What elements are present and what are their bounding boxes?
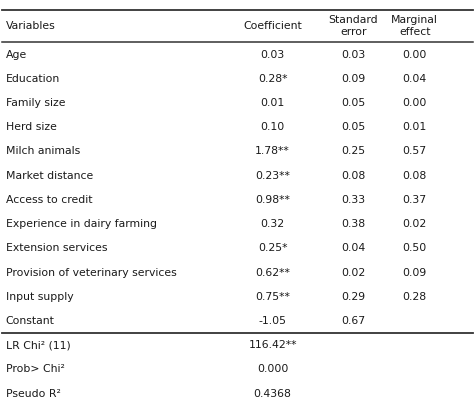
Text: 0.00: 0.00 bbox=[402, 98, 427, 108]
Text: 0.08: 0.08 bbox=[341, 171, 365, 181]
Text: 0.04: 0.04 bbox=[402, 74, 427, 84]
Text: 116.42**: 116.42** bbox=[248, 340, 297, 350]
Text: Extension services: Extension services bbox=[6, 243, 107, 253]
Text: 0.000: 0.000 bbox=[257, 364, 288, 374]
Text: 0.33: 0.33 bbox=[341, 195, 365, 205]
Text: LR Chi² (11): LR Chi² (11) bbox=[6, 340, 71, 350]
Text: 0.09: 0.09 bbox=[341, 74, 365, 84]
Text: Variables: Variables bbox=[6, 21, 55, 31]
Text: 0.25*: 0.25* bbox=[258, 243, 287, 253]
Text: Constant: Constant bbox=[6, 316, 55, 326]
Text: Coefficient: Coefficient bbox=[243, 21, 302, 31]
Text: Age: Age bbox=[6, 50, 27, 60]
Text: 0.04: 0.04 bbox=[341, 243, 365, 253]
Text: 0.23**: 0.23** bbox=[255, 171, 290, 181]
Text: 0.28*: 0.28* bbox=[258, 74, 287, 84]
Text: 0.05: 0.05 bbox=[341, 122, 365, 132]
Text: Market distance: Market distance bbox=[6, 171, 93, 181]
Text: 1.78**: 1.78** bbox=[255, 146, 290, 156]
Text: 0.09: 0.09 bbox=[402, 268, 427, 278]
Text: 0.01: 0.01 bbox=[260, 98, 285, 108]
Text: error: error bbox=[340, 27, 366, 37]
Text: Prob> Chi²: Prob> Chi² bbox=[6, 364, 64, 374]
Text: 0.25: 0.25 bbox=[341, 146, 365, 156]
Text: 0.4368: 0.4368 bbox=[254, 389, 292, 397]
Text: 0.08: 0.08 bbox=[402, 171, 427, 181]
Text: Pseudo R²: Pseudo R² bbox=[6, 389, 61, 397]
Text: 0.57: 0.57 bbox=[403, 146, 427, 156]
Text: 0.28: 0.28 bbox=[403, 292, 427, 302]
Text: Marginal: Marginal bbox=[392, 15, 438, 25]
Text: 0.02: 0.02 bbox=[341, 268, 365, 278]
Text: 0.02: 0.02 bbox=[402, 219, 427, 229]
Text: 0.29: 0.29 bbox=[341, 292, 365, 302]
Text: Experience in dairy farming: Experience in dairy farming bbox=[6, 219, 157, 229]
Text: Herd size: Herd size bbox=[6, 122, 56, 132]
Text: 0.75**: 0.75** bbox=[255, 292, 290, 302]
Text: Education: Education bbox=[6, 74, 60, 84]
Text: 0.38: 0.38 bbox=[341, 219, 365, 229]
Text: 0.03: 0.03 bbox=[341, 50, 365, 60]
Text: 0.98**: 0.98** bbox=[255, 195, 290, 205]
Text: 0.05: 0.05 bbox=[341, 98, 365, 108]
Text: 0.00: 0.00 bbox=[402, 50, 427, 60]
Text: Milch animals: Milch animals bbox=[6, 146, 80, 156]
Text: Provision of veterinary services: Provision of veterinary services bbox=[6, 268, 176, 278]
Text: 0.67: 0.67 bbox=[341, 316, 365, 326]
Text: 0.62**: 0.62** bbox=[255, 268, 290, 278]
Text: Access to credit: Access to credit bbox=[6, 195, 92, 205]
Text: 0.32: 0.32 bbox=[261, 219, 284, 229]
Text: Family size: Family size bbox=[6, 98, 65, 108]
Text: 0.37: 0.37 bbox=[403, 195, 427, 205]
Text: effect: effect bbox=[399, 27, 430, 37]
Text: -1.05: -1.05 bbox=[258, 316, 287, 326]
Text: 0.50: 0.50 bbox=[402, 243, 427, 253]
Text: 0.03: 0.03 bbox=[260, 50, 285, 60]
Text: 0.01: 0.01 bbox=[402, 122, 427, 132]
Text: Standard: Standard bbox=[328, 15, 378, 25]
Text: 0.10: 0.10 bbox=[260, 122, 285, 132]
Text: Input supply: Input supply bbox=[6, 292, 73, 302]
